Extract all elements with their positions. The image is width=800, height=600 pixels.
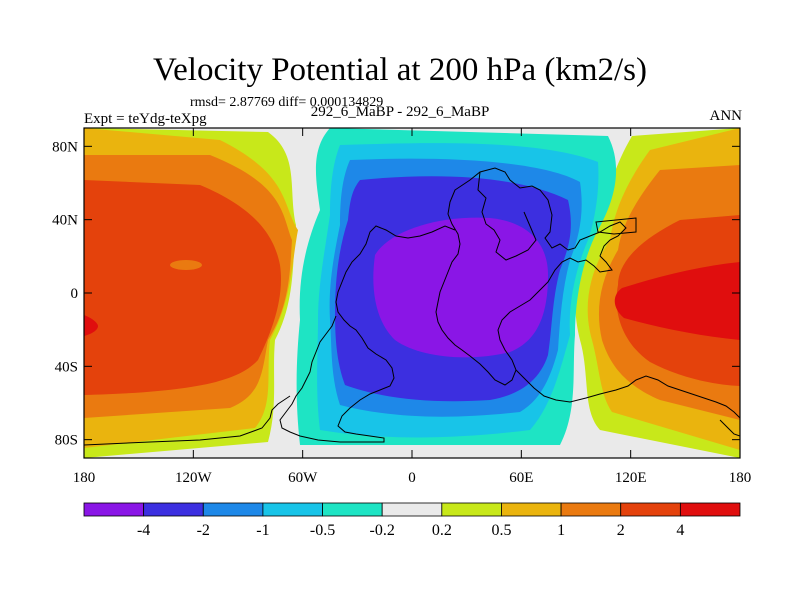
colorbar: -4 -2 -1 -0.5 -0.2 0.2 0.5 1 2 4 bbox=[83, 502, 741, 539]
colorbar-swatch bbox=[322, 502, 383, 517]
colorbar-swatch bbox=[262, 502, 323, 517]
coastline-east-island bbox=[595, 217, 637, 235]
colorbar-label: 0.5 bbox=[491, 522, 511, 539]
colorbar-label: -0.5 bbox=[310, 522, 335, 539]
x-tick-label: 180 bbox=[729, 470, 752, 486]
colorbar-swatch bbox=[560, 502, 622, 517]
colorbar-label: 0.2 bbox=[432, 522, 452, 539]
positive-island bbox=[170, 260, 202, 270]
contour-field bbox=[84, 128, 740, 458]
coastline-south bbox=[515, 369, 740, 419]
colorbar-swatch bbox=[202, 502, 264, 517]
coastlines bbox=[84, 167, 740, 446]
colorbar-label: -2 bbox=[197, 522, 210, 539]
x-tick-label: 0 bbox=[408, 470, 416, 486]
colorbar-swatch bbox=[441, 502, 502, 517]
axes: 180 120W 60W 0 60E 120E 180 80N 40N 0 40S 80S bbox=[52, 128, 751, 486]
y-tick-label: 0 bbox=[71, 286, 79, 302]
coastline-west bbox=[279, 225, 456, 443]
experiment-label: Expt = teYdg-teXpg bbox=[84, 111, 207, 127]
y-tick-label: 40S bbox=[55, 359, 78, 375]
season-label: ANN bbox=[709, 108, 743, 124]
x-tick-label: 120E bbox=[615, 470, 647, 486]
chart-title: Velocity Potential at 200 hPa (km2/s) bbox=[152, 52, 648, 88]
colorbar-swatch bbox=[143, 502, 204, 517]
y-tick-label: 80S bbox=[55, 433, 78, 449]
colorbar-label: 4 bbox=[676, 522, 684, 539]
colorbar-swatch bbox=[83, 502, 145, 517]
colorbar-label: -1 bbox=[256, 522, 269, 539]
case-label: 292_6_MaBP - 292_6_MaBP bbox=[310, 104, 490, 120]
coastline-southwest bbox=[84, 395, 291, 446]
colorbar-swatch bbox=[620, 502, 681, 517]
y-tick-label: 40N bbox=[52, 213, 78, 229]
x-tick-label: 60W bbox=[288, 470, 318, 486]
negative-band-4 bbox=[373, 217, 548, 358]
colorbar-swatch bbox=[679, 502, 741, 517]
y-tick-label: 80N bbox=[52, 139, 78, 155]
x-tick-label: 60E bbox=[509, 470, 533, 486]
stats-label: rmsd= 2.87769 diff= 0.000134829 bbox=[190, 95, 384, 110]
colorbar-label: -0.2 bbox=[370, 522, 395, 539]
colorbar-label: 2 bbox=[617, 522, 625, 539]
colorbar-label: 1 bbox=[557, 522, 565, 539]
colorbar-swatch bbox=[501, 502, 562, 517]
coastline-north bbox=[477, 171, 537, 261]
colorbar-label: -4 bbox=[137, 522, 150, 539]
x-tick-label: 180 bbox=[73, 470, 96, 486]
coastline-southeast bbox=[719, 419, 740, 437]
positive-band-2 bbox=[84, 180, 740, 395]
colorbar-swatch bbox=[381, 502, 443, 517]
coastline-main bbox=[435, 167, 627, 386]
x-tick-label: 120W bbox=[175, 470, 213, 486]
